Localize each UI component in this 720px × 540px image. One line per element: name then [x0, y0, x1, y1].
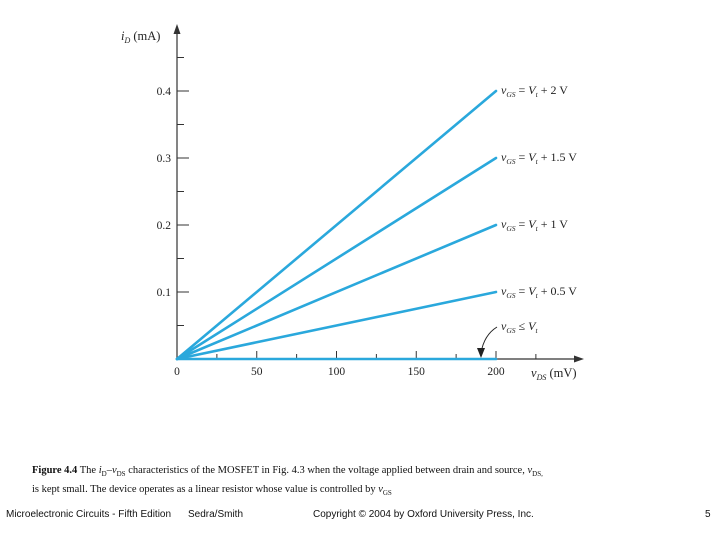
footer-copyright: Copyright © 2004 by Oxford University Pr…: [313, 509, 534, 520]
y-axis-arrowhead: [173, 24, 181, 34]
figure-caption: Figure 4.4 The iD–vDS characteristics of…: [32, 463, 692, 501]
curve-label: vGS = Vt + 1.5 V: [501, 150, 577, 166]
curve-label: vGS ≤ Vt: [501, 319, 538, 335]
x-tick-label: 50: [251, 366, 263, 378]
caption-line-2: is kept small. The device operates as a …: [32, 484, 392, 498]
caption-line-1: Figure 4.4 The iD–vDS characteristics of…: [32, 465, 543, 479]
figure-label: Figure 4.4: [32, 465, 78, 476]
vt-pointer-arrowhead: [477, 348, 485, 358]
y-tick-label: 0.2: [157, 220, 172, 232]
curve-label: vGS = Vt + 2 V: [501, 83, 568, 99]
y-axis-label: iD (mA): [121, 29, 160, 45]
footer-book-title: Microelectronic Circuits - Fifth Edition: [6, 509, 172, 520]
x-axis-arrowhead: [574, 355, 584, 363]
series-line: [175, 156, 498, 361]
chart-series: [175, 89, 498, 361]
series-line: [175, 223, 498, 361]
x-tick-label: 100: [328, 366, 346, 378]
x-axis-label: vDS (mV): [531, 366, 577, 382]
curve-label: vGS = Vt + 0.5 V: [501, 284, 577, 300]
footer-page-number: 5: [705, 509, 711, 520]
series-line: [175, 290, 498, 361]
y-tick-label: 0.4: [157, 86, 172, 98]
y-tick-label: 0.1: [157, 287, 172, 299]
chart-ticks: 0.1 0.2 0.3 0.4 0 50 100 150 200: [157, 57, 537, 378]
curve-label: vGS = Vt + 1 V: [501, 217, 568, 233]
y-tick-label: 0.3: [157, 153, 172, 165]
footer-authors: Sedra/Smith: [188, 509, 244, 520]
x-tick-label: 0: [174, 366, 180, 378]
series-line: [175, 89, 498, 361]
curve-labels: vGS = Vt + 2 V vGS = Vt + 1.5 V vGS = Vt +…: [501, 83, 577, 335]
id-vds-chart: 0.10.20.30.40 50 100 150 200 vGS = Vt + 2 Vv…: [121, 24, 584, 382]
x-tick-label: 150: [408, 366, 426, 378]
x-tick-label: 200: [487, 366, 505, 378]
